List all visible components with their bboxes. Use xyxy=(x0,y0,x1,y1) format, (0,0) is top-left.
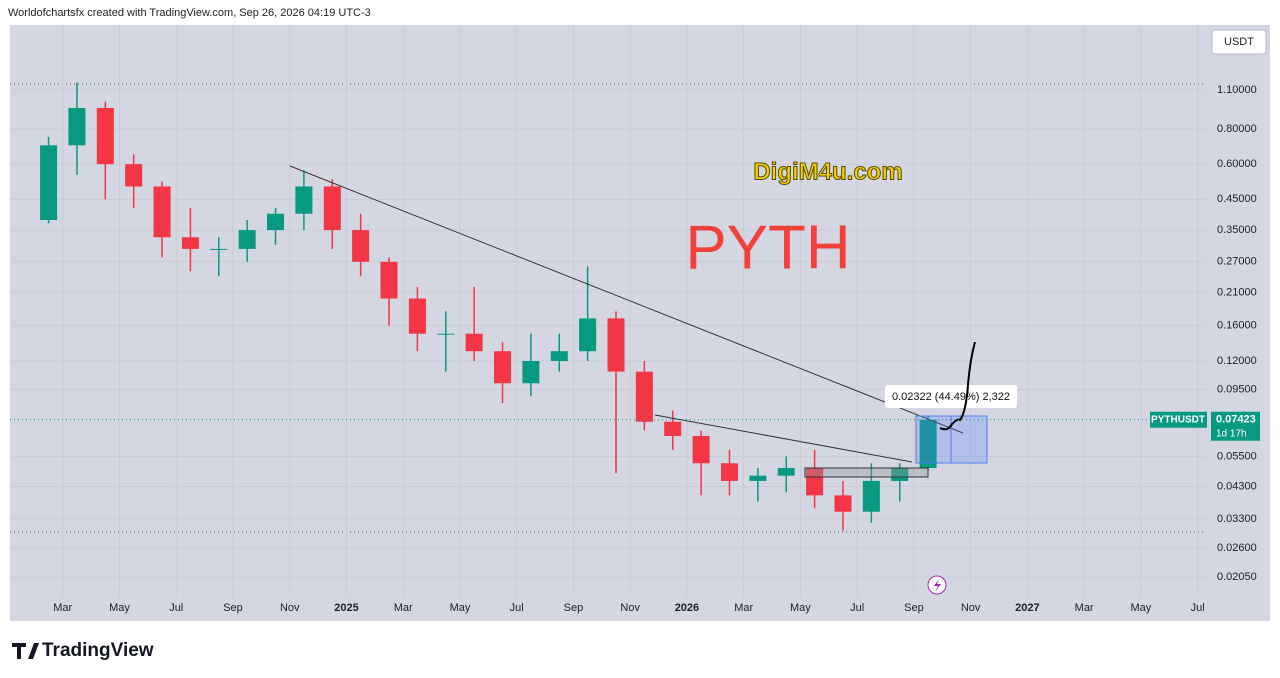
candle-body xyxy=(68,107,86,146)
candle-body xyxy=(720,463,738,481)
candle-body xyxy=(862,480,880,512)
y-tick-label: 0.02600 xyxy=(1217,542,1257,554)
y-tick-label: 0.27000 xyxy=(1217,256,1257,268)
y-tick-label: 0.05500 xyxy=(1217,450,1257,462)
candle-body xyxy=(664,421,682,436)
trend-line xyxy=(654,414,913,463)
x-tick-label: Sep xyxy=(904,602,924,614)
candle-body xyxy=(437,333,455,335)
y-tick-label: 0.45000 xyxy=(1217,193,1257,205)
x-tick-label: Jul xyxy=(850,602,864,614)
y-tick-label: 0.60000 xyxy=(1217,158,1257,170)
logo-text: TradingView xyxy=(42,640,154,661)
x-tick-label: Nov xyxy=(961,602,981,614)
candle-body xyxy=(408,298,426,334)
candle-body xyxy=(891,468,909,481)
range-box xyxy=(804,467,929,478)
price-tag-value: 0.07423 xyxy=(1216,414,1256,426)
candle-body xyxy=(635,371,653,422)
candle-body xyxy=(295,186,313,214)
candle-body xyxy=(96,107,114,165)
x-tick-label: Jul xyxy=(510,602,524,614)
candle-body xyxy=(579,318,597,352)
candle-body xyxy=(806,468,824,496)
footer-logo: TradingView xyxy=(12,640,154,661)
drawings: 0.02322 (44.49%) 2,322 xyxy=(289,165,1017,595)
candle-body xyxy=(465,333,483,352)
x-tick-label: Mar xyxy=(394,602,413,614)
x-tick-label: 2026 xyxy=(675,602,699,614)
x-tick-label: 2027 xyxy=(1015,602,1039,614)
candle-body xyxy=(834,495,852,512)
candle-body xyxy=(749,475,767,481)
y-tick-label: 0.21000 xyxy=(1217,286,1257,298)
x-tick-label: Nov xyxy=(280,602,300,614)
candle-body xyxy=(267,213,285,231)
symbol-tag xyxy=(1150,411,1207,428)
logo-mark xyxy=(12,643,39,659)
candle-body xyxy=(125,164,143,187)
candle-body xyxy=(522,360,540,384)
x-tick-label: 2025 xyxy=(334,602,358,614)
symbol-tag-label: PYTHUSDT xyxy=(1151,414,1205,425)
axes: 1.10000 0.80000 0.60000 0.45000 0.35000 0.270… xyxy=(10,84,1260,614)
candle-body xyxy=(550,351,568,361)
x-tick-label: Jul xyxy=(1191,602,1205,614)
candle-body xyxy=(380,261,398,299)
candle-body xyxy=(181,237,199,249)
candle-body xyxy=(210,248,228,250)
candle-body xyxy=(153,186,171,238)
candle-body xyxy=(607,318,625,372)
y-tick-label: 1.10000 xyxy=(1217,84,1257,96)
y-tick-label: 0.03300 xyxy=(1217,513,1257,525)
trend-line xyxy=(289,165,964,434)
y-tick-label: 0.09500 xyxy=(1217,383,1257,395)
x-tick-label: May xyxy=(1130,602,1151,614)
candle-body xyxy=(494,351,512,384)
watermark: DigiM4u.com xyxy=(753,158,902,185)
candle-body xyxy=(692,435,710,464)
y-tick-label: 0.16000 xyxy=(1217,320,1257,332)
candle-body xyxy=(352,230,370,262)
event-icon-bolt xyxy=(934,579,941,592)
candle-body xyxy=(777,468,795,476)
y-tick-label: 0.12000 xyxy=(1217,355,1257,367)
x-tick-label: May xyxy=(450,602,471,614)
measure-label-box xyxy=(885,385,1017,408)
currency-label: USDT xyxy=(1224,36,1254,48)
x-tick-label: Sep xyxy=(564,602,584,614)
hand-drawn-arrow xyxy=(939,341,976,431)
x-tick-label: Mar xyxy=(53,602,72,614)
candle-body xyxy=(238,230,256,249)
x-tick-label: Mar xyxy=(734,602,753,614)
candle-body xyxy=(919,419,937,469)
candle-body xyxy=(40,145,58,221)
y-tick-label: 0.04300 xyxy=(1217,480,1257,492)
header: Worldofchartsfx created with TradingView… xyxy=(8,7,371,19)
y-tick-label: 0.35000 xyxy=(1217,224,1257,236)
y-tick-label: 0.02050 xyxy=(1217,571,1257,583)
x-tick-label: Jul xyxy=(169,602,183,614)
measure-label: 0.02322 (44.49%) 2,322 xyxy=(892,391,1010,403)
price-tag xyxy=(1211,411,1260,441)
candle-body xyxy=(323,186,341,231)
symbol-title: PYTH xyxy=(685,213,850,282)
y-tick-label: 0.80000 xyxy=(1217,123,1257,135)
price-tag-countdown: 1d 17h xyxy=(1216,428,1247,439)
x-tick-label: Sep xyxy=(223,602,243,614)
x-tick-label: Mar xyxy=(1075,602,1094,614)
x-tick-label: May xyxy=(109,602,130,614)
x-tick-label: May xyxy=(790,602,811,614)
x-tick-label: Nov xyxy=(620,602,640,614)
currency-button[interactable] xyxy=(1211,29,1267,55)
chart-panel xyxy=(10,25,1270,621)
plot xyxy=(10,25,1206,597)
